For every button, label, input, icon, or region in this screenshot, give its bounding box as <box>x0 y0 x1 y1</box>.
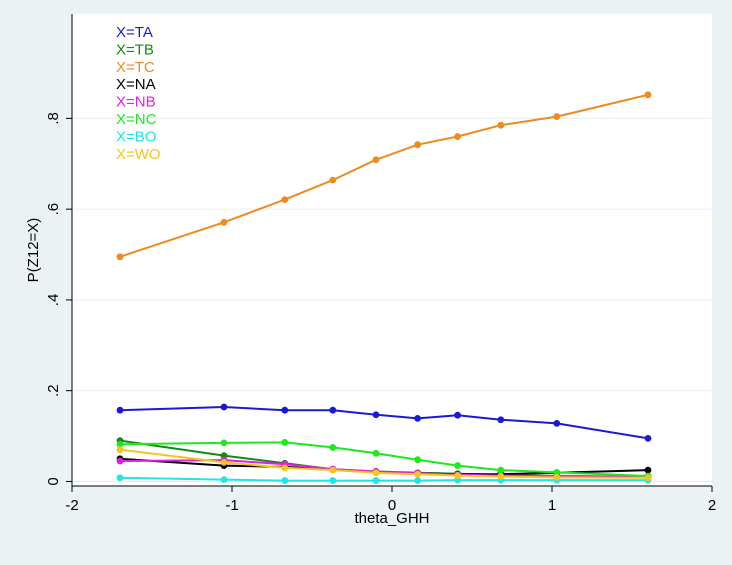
series-line-x-nb <box>119 459 649 478</box>
data-point-x-ta <box>372 411 380 419</box>
data-point-x-nc <box>414 456 421 464</box>
data-point-x-nc <box>220 439 228 447</box>
data-point-x-tc <box>372 156 380 164</box>
data-point-x-bo <box>372 477 380 484</box>
x-tick-label: 1 <box>548 497 556 514</box>
y-tick-label: .6 <box>45 203 62 216</box>
data-point-x-nc <box>116 440 124 448</box>
data-point-x-wo <box>116 446 124 454</box>
data-point-x-tc <box>497 121 505 129</box>
legend-entry-x-nb: X=NB <box>116 94 156 111</box>
data-point-x-tc <box>644 91 652 99</box>
legend-entry-x-ta: X=TA <box>116 24 153 41</box>
data-point-x-nc <box>329 444 337 451</box>
series-line-x-nc <box>119 441 649 477</box>
data-point-x-wo <box>497 473 505 480</box>
y-axis-title: P(Z12=X) <box>25 218 42 283</box>
data-point-x-bo <box>116 474 124 482</box>
data-point-x-tc <box>220 218 228 226</box>
series-x-bo <box>116 474 652 484</box>
data-point-x-tc <box>414 141 421 149</box>
series-x-ta <box>116 403 652 442</box>
data-point-x-bo <box>281 477 289 484</box>
data-point-x-nc <box>454 462 461 469</box>
legend-entry-x-wo: X=WO <box>116 146 161 163</box>
data-point-x-na <box>644 466 652 474</box>
data-point-x-ta <box>281 406 289 414</box>
x-tick-label: 2 <box>708 497 716 514</box>
data-point-x-tc <box>454 133 461 140</box>
data-point-x-bo <box>220 476 228 484</box>
legend: X=TAX=TBX=TCX=NAX=NBX=NCX=BOX=WO <box>116 24 161 163</box>
series-line-x-tc <box>119 93 649 258</box>
data-point-x-ta <box>414 414 421 422</box>
axes: -2 -1 0 1 2 0 .2 .4 .6 .8 <box>45 14 716 514</box>
data-point-x-ta <box>116 406 124 414</box>
data-point-x-ta <box>454 411 461 419</box>
data-point-x-tc <box>553 113 561 120</box>
data-point-x-tc <box>116 253 124 261</box>
data-point-x-wo <box>414 470 421 478</box>
data-point-x-wo <box>220 459 228 466</box>
x-axis-title: theta_GHH <box>354 510 429 527</box>
x-tick-label: -2 <box>65 497 78 514</box>
y-tick-label: 0 <box>45 477 62 485</box>
y-tick-label: .2 <box>45 384 62 397</box>
data-point-x-wo <box>454 472 461 479</box>
legend-entry-x-na: X=NA <box>116 76 156 93</box>
data-point-x-wo <box>329 466 337 474</box>
series-x-wo <box>116 446 652 482</box>
data-point-x-ta <box>497 416 505 424</box>
y-tick-label: .4 <box>45 294 62 307</box>
plot-area <box>72 14 712 486</box>
legend-entry-x-nc: X=NC <box>116 111 157 128</box>
data-point-x-nc <box>372 449 380 457</box>
series-x-nc <box>116 439 652 480</box>
series-line-x-bo <box>119 476 648 482</box>
y-tick-label: .8 <box>45 112 62 125</box>
data-point-x-ta <box>553 419 561 427</box>
data-point-x-nc <box>553 468 561 476</box>
data-point-x-wo <box>553 473 561 481</box>
data-point-x-nb <box>116 457 124 465</box>
data-point-x-ta <box>220 403 228 411</box>
legend-entry-x-tc: X=TC <box>116 59 155 76</box>
data-point-x-bo <box>414 477 421 484</box>
data-point-x-wo <box>644 474 652 482</box>
x-tick-label: -1 <box>225 497 238 514</box>
series-line-x-ta <box>119 406 649 440</box>
data-point-x-ta <box>644 434 652 442</box>
data-point-x-wo <box>281 464 289 472</box>
legend-entry-x-bo: X=BO <box>116 128 156 145</box>
data-point-x-nc <box>497 466 505 474</box>
series-line-x-wo <box>119 448 649 479</box>
data-point-x-wo <box>372 469 380 477</box>
x-tick-label: 0 <box>388 497 396 514</box>
series-x-tc <box>116 91 652 261</box>
series-lines <box>116 91 652 484</box>
data-point-x-nc <box>281 439 289 446</box>
data-point-x-ta <box>329 406 337 414</box>
legend-entry-x-tb: X=TB <box>116 41 154 58</box>
data-point-x-bo <box>329 477 337 484</box>
data-point-x-tc <box>329 176 337 184</box>
data-point-x-tc <box>281 196 289 204</box>
